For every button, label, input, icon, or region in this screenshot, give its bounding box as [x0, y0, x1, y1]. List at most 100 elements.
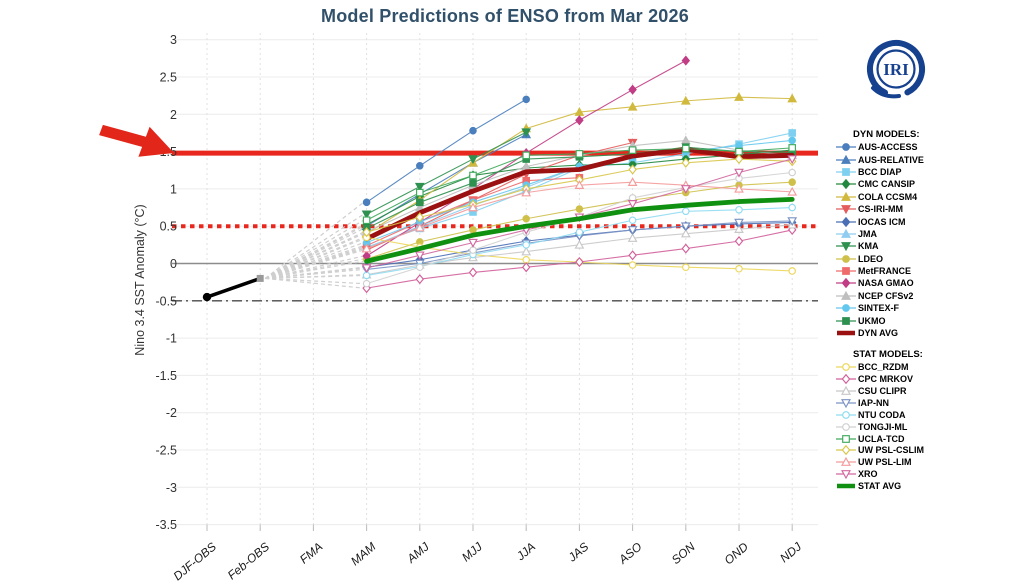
legend-item-label: NCEP CFSv2	[858, 290, 914, 301]
circle-marker-icon	[836, 363, 856, 372]
red-arrow-annotation	[99, 124, 174, 157]
legend-item-sintex-f: SINTEX-F	[836, 302, 1022, 314]
svg-text:JJA: JJA	[513, 540, 538, 564]
legend-item-bcc-diap: BCC DIAP	[836, 166, 1022, 178]
svg-text:-1: -1	[166, 332, 177, 346]
svg-text:SON: SON	[669, 539, 698, 567]
square-marker-icon	[836, 168, 856, 176]
svg-text:-2: -2	[166, 406, 177, 420]
legend-dyn-header: DYN MODELS:	[853, 129, 920, 140]
triangle-up-marker-icon	[836, 457, 856, 467]
square-marker-icon	[836, 267, 856, 275]
svg-text:NDJ: NDJ	[777, 539, 805, 565]
svg-text:JAS: JAS	[565, 540, 592, 566]
triangle-down-marker-icon	[836, 398, 856, 408]
triangle-up-marker-icon	[836, 290, 856, 300]
legend-item-label: CPC MRKOV	[858, 374, 914, 385]
series-line-dyn-avg	[364, 146, 795, 242]
legend-dyn-section: AUS-ACCESS AUS-RELATIVE BCC DIAP CMC CANSIP…	[836, 141, 1022, 339]
legend-item-ldeo: LDEO	[836, 253, 1022, 265]
legend-item-label: BCC_RZDM	[858, 362, 909, 373]
diamond-marker-icon	[836, 374, 856, 385]
axis-tick-labels: 32.521.510.50-0.5-1-1.5-2-2.5-3-3.5DJF-O…	[155, 33, 804, 583]
svg-text:-3: -3	[166, 481, 177, 495]
legend-item-iap-nn: IAP-NN	[836, 397, 1022, 409]
legend-item-label: CSU CLIPR	[858, 385, 907, 396]
legend-item-nasa-gmao: NASA GMAO	[836, 277, 1022, 289]
circle-marker-icon	[836, 254, 856, 263]
svg-text:MAM: MAM	[348, 540, 378, 569]
avg-line-swatch	[837, 483, 855, 489]
series-line-kma	[366, 131, 527, 215]
legend-item-csu-clipr: CSU CLIPR	[836, 385, 1022, 397]
legend-item-cs-iri-mm: CS-IRI-MM	[836, 203, 1022, 215]
legend-item-ntu-coda: NTU CODA	[836, 409, 1022, 421]
legend-item-uw-psl-lim: UW PSL-LIM	[836, 456, 1022, 468]
legend-item-tongji-ml: TONGJI-ML	[836, 421, 1022, 433]
model-series-lines	[361, 55, 798, 294]
legend-item-label: NASA GMAO	[858, 278, 914, 289]
legend-stat-header: STAT MODELS:	[853, 349, 923, 361]
svg-text:2: 2	[170, 108, 177, 122]
legend-item-label: XRO	[858, 469, 878, 480]
legend-item-label: UW PSL-CSLIM	[858, 445, 924, 456]
iri-logo: IRI	[867, 40, 925, 99]
iri-logo-text: IRI	[883, 60, 909, 79]
triangle-up-marker-icon	[836, 385, 856, 395]
forecast-fan-lines	[264, 201, 364, 289]
svg-text:0.5: 0.5	[160, 220, 177, 234]
svg-text:1: 1	[170, 182, 177, 196]
svg-text:0: 0	[170, 257, 177, 271]
triangle-up-marker-icon	[836, 191, 856, 201]
series-line-aus-access	[366, 98, 527, 203]
legend-item-label: UW PSL-LIM	[858, 457, 912, 468]
legend-item-xro: XRO	[836, 468, 1022, 480]
triangle-down-marker-icon	[836, 205, 856, 215]
triangle-down-marker-icon	[836, 242, 856, 252]
avg-line-swatch	[837, 330, 855, 336]
legend-item-label: IAP-NN	[858, 397, 889, 408]
svg-text:ASO: ASO	[615, 540, 644, 568]
chart-legend: DYN MODELS: AUS-ACCESS AUS-RELATIVE BCC DI…	[836, 128, 1022, 492]
legend-item-aus-relative: AUS-RELATIVE	[836, 153, 1022, 165]
gridlines	[172, 33, 818, 531]
svg-text:AMJ: AMJ	[404, 539, 433, 566]
legend-item-label: UKMO	[858, 315, 886, 326]
legend-item-label: UCLA-TCD	[858, 433, 905, 444]
legend-item-label: MetFRANCE	[858, 266, 911, 277]
legend-item-label: NTU CODA	[858, 409, 906, 420]
legend-item-label: JMA	[858, 228, 878, 239]
legend-item-aus-access: AUS-ACCESS	[836, 141, 1022, 153]
svg-text:3: 3	[170, 33, 177, 47]
legend-item-ncep-cfsv2: NCEP CFSv2	[836, 290, 1022, 302]
legend-item-label: KMA	[858, 241, 879, 252]
triangle-up-marker-icon	[836, 154, 856, 164]
svg-text:DJF-OBS: DJF-OBS	[171, 540, 219, 584]
legend-item-stat-avg: STAT AVG	[836, 480, 1022, 492]
legend-item-label: LDEO	[858, 253, 884, 264]
svg-text:MJJ: MJJ	[459, 539, 486, 565]
legend-item-metfrance: MetFRANCE	[836, 265, 1022, 277]
legend-item-label: BCC DIAP	[858, 166, 902, 177]
svg-text:FMA: FMA	[297, 540, 325, 567]
circle-marker-icon	[836, 422, 856, 431]
legend-item-ukmo: UKMO	[836, 314, 1022, 326]
diamond-marker-icon	[836, 445, 856, 456]
triangle-down-marker-icon	[836, 470, 856, 480]
legend-item-kma: KMA	[836, 240, 1022, 252]
legend-item-label: AUS-ACCESS	[858, 142, 918, 153]
legend-item-label: TONGJI-ML	[858, 421, 908, 432]
svg-text:-2.5: -2.5	[155, 444, 177, 458]
series-line-stat-avg	[364, 196, 795, 264]
legend-item-label: COLA CCSM4	[858, 191, 918, 202]
legend-item-label: CMC CANSIP	[858, 179, 916, 190]
legend-item-jma: JMA	[836, 228, 1022, 240]
svg-text:-1.5: -1.5	[155, 369, 177, 383]
observed-line	[202, 274, 264, 302]
square-marker-icon	[836, 434, 856, 443]
diamond-marker-icon	[836, 278, 856, 289]
legend-stat-section: BCC_RZDM CPC MRKOV CSU CLIPR IAP-NN NTU CODA…	[836, 361, 1022, 492]
legend-item-label: STAT AVG	[858, 481, 902, 492]
svg-text:-3.5: -3.5	[155, 518, 177, 532]
